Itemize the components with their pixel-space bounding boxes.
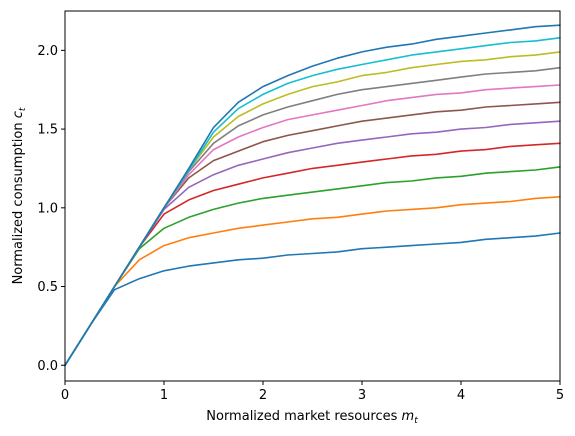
y-tick-label: 1.0	[37, 201, 58, 216]
x-axis-label: Normalized market resources mt	[206, 409, 418, 426]
plot-frame	[64, 10, 561, 382]
y-tick-label: 2.0	[37, 44, 58, 59]
series-layer	[64, 24, 561, 367]
x-tick-label: 1	[160, 388, 168, 403]
x-tick-label: 4	[457, 388, 465, 403]
series-line-1	[64, 232, 561, 367]
x-tick-label: 2	[259, 388, 267, 403]
y-axis: 0.0 0.5 1.0 1.5 2.0	[37, 44, 65, 374]
y-axis-label: Normalized consumption ct	[11, 107, 28, 284]
series-line-3	[64, 166, 561, 367]
series-line-2	[64, 196, 561, 367]
x-tick-label: 5	[556, 388, 564, 403]
y-tick-label: 0.5	[37, 280, 58, 295]
series-line-11	[64, 24, 561, 367]
y-tick-label: 1.5	[37, 123, 58, 138]
x-tick-label: 3	[358, 388, 366, 403]
series-line-4	[64, 142, 561, 367]
x-tick-label: 0	[61, 388, 69, 403]
y-tick-label: 0.0	[37, 359, 58, 374]
x-axis: 0 1 2 3 4 5	[61, 381, 564, 403]
